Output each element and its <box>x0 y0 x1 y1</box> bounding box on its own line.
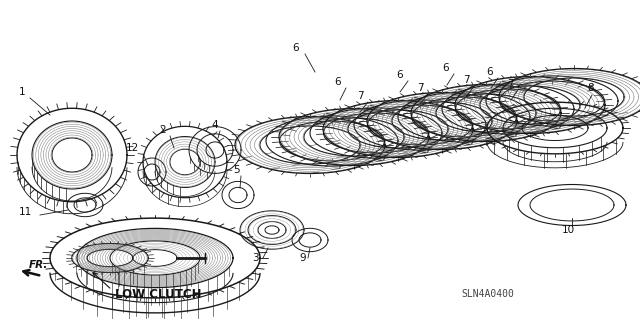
Text: 4: 4 <box>212 120 218 130</box>
Text: 3: 3 <box>252 253 259 263</box>
Text: 9: 9 <box>300 253 307 263</box>
Text: 6: 6 <box>486 67 493 77</box>
Text: 6: 6 <box>335 77 341 87</box>
Text: 8: 8 <box>588 83 595 93</box>
Text: 12: 12 <box>125 143 139 153</box>
Text: SLN4A0400: SLN4A0400 <box>461 289 515 299</box>
Text: 10: 10 <box>561 225 575 235</box>
Text: 6: 6 <box>292 43 300 53</box>
Text: 7: 7 <box>507 79 513 89</box>
Text: 7: 7 <box>417 83 423 93</box>
Text: FR.: FR. <box>28 260 48 270</box>
Text: 2: 2 <box>160 125 166 135</box>
Text: 7: 7 <box>356 91 364 101</box>
Text: 6: 6 <box>443 63 449 73</box>
Text: LOW CLUTCH: LOW CLUTCH <box>115 287 202 300</box>
Text: 1: 1 <box>19 87 26 97</box>
Text: 11: 11 <box>19 207 31 217</box>
Text: 5: 5 <box>233 165 239 175</box>
Text: 6: 6 <box>397 70 403 80</box>
Text: 7: 7 <box>463 75 469 85</box>
